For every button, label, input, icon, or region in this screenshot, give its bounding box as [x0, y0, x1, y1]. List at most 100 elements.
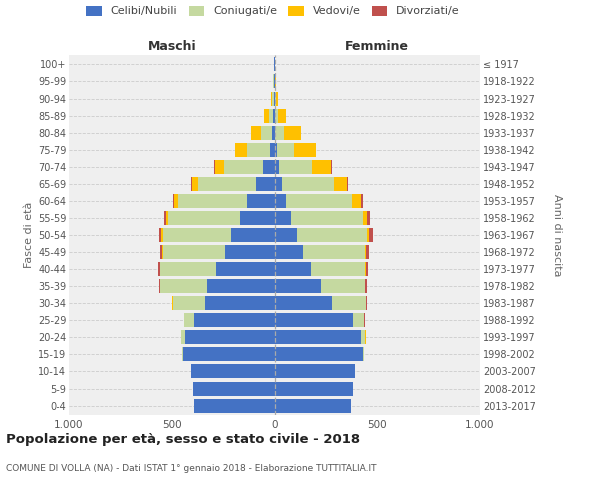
Bar: [294, 142, 316, 156]
Bar: [191, 177, 193, 191]
Bar: [271, 142, 275, 156]
Bar: [352, 194, 361, 208]
Bar: [193, 382, 275, 396]
Bar: [178, 194, 247, 208]
Bar: [194, 314, 275, 328]
Bar: [271, 92, 272, 106]
Bar: [232, 228, 275, 242]
Bar: [184, 314, 194, 328]
Bar: [367, 228, 368, 242]
Bar: [277, 142, 294, 156]
Bar: [347, 177, 349, 191]
Bar: [173, 194, 174, 208]
Bar: [275, 74, 276, 88]
Bar: [275, 279, 322, 293]
Bar: [256, 177, 275, 191]
Bar: [275, 108, 278, 122]
Bar: [260, 126, 272, 140]
Bar: [158, 262, 160, 276]
Bar: [173, 296, 205, 310]
Bar: [322, 279, 365, 293]
Bar: [278, 108, 286, 122]
Bar: [167, 211, 239, 225]
Bar: [163, 228, 232, 242]
Bar: [191, 364, 275, 378]
Bar: [166, 211, 167, 225]
Bar: [331, 160, 332, 173]
Bar: [368, 228, 373, 242]
Bar: [185, 330, 275, 344]
Bar: [361, 194, 363, 208]
Bar: [286, 194, 352, 208]
Bar: [366, 296, 367, 310]
Bar: [334, 177, 347, 191]
Bar: [192, 177, 199, 191]
Bar: [272, 126, 275, 140]
Bar: [224, 160, 263, 173]
Bar: [284, 126, 301, 140]
Bar: [160, 279, 206, 293]
Bar: [332, 296, 365, 310]
Bar: [274, 108, 275, 122]
Bar: [313, 160, 331, 173]
Bar: [275, 194, 286, 208]
Bar: [199, 177, 256, 191]
Bar: [275, 211, 290, 225]
Bar: [303, 245, 365, 259]
Bar: [263, 160, 275, 173]
Bar: [162, 245, 163, 259]
Bar: [274, 74, 275, 88]
Bar: [158, 279, 160, 293]
Bar: [164, 211, 166, 225]
Bar: [247, 142, 271, 156]
Bar: [365, 245, 366, 259]
Bar: [311, 262, 365, 276]
Bar: [275, 296, 332, 310]
Bar: [296, 228, 367, 242]
Bar: [273, 74, 274, 88]
Bar: [275, 142, 277, 156]
Bar: [275, 314, 353, 328]
Bar: [215, 160, 224, 173]
Bar: [275, 364, 355, 378]
Bar: [363, 211, 367, 225]
Bar: [265, 108, 269, 122]
Text: Femmine: Femmine: [345, 40, 409, 54]
Bar: [275, 348, 363, 362]
Bar: [275, 398, 351, 412]
Bar: [366, 245, 370, 259]
Bar: [275, 262, 311, 276]
Y-axis label: Anni di nascita: Anni di nascita: [553, 194, 562, 276]
Bar: [182, 348, 183, 362]
Bar: [275, 382, 353, 396]
Bar: [275, 177, 283, 191]
Bar: [235, 142, 247, 156]
Bar: [239, 211, 275, 225]
Bar: [275, 330, 361, 344]
Bar: [163, 245, 225, 259]
Bar: [361, 330, 365, 344]
Bar: [247, 194, 275, 208]
Bar: [367, 211, 370, 225]
Bar: [353, 314, 364, 328]
Y-axis label: Fasce di età: Fasce di età: [23, 202, 34, 268]
Bar: [275, 160, 279, 173]
Bar: [161, 228, 163, 242]
Bar: [183, 348, 275, 362]
Bar: [174, 194, 178, 208]
Bar: [251, 126, 260, 140]
Bar: [283, 177, 334, 191]
Bar: [276, 92, 278, 106]
Bar: [279, 160, 313, 173]
Bar: [275, 245, 303, 259]
Bar: [225, 245, 275, 259]
Bar: [365, 262, 368, 276]
Text: Popolazione per età, sesso e stato civile - 2018: Popolazione per età, sesso e stato civil…: [6, 432, 360, 446]
Bar: [275, 228, 296, 242]
Bar: [363, 348, 364, 362]
Legend: Celibi/Nubili, Coniugati/e, Vedovi/e, Divorziati/e: Celibi/Nubili, Coniugati/e, Vedovi/e, Di…: [86, 6, 460, 16]
Bar: [160, 245, 162, 259]
Bar: [205, 296, 275, 310]
Bar: [269, 108, 274, 122]
Bar: [290, 211, 363, 225]
